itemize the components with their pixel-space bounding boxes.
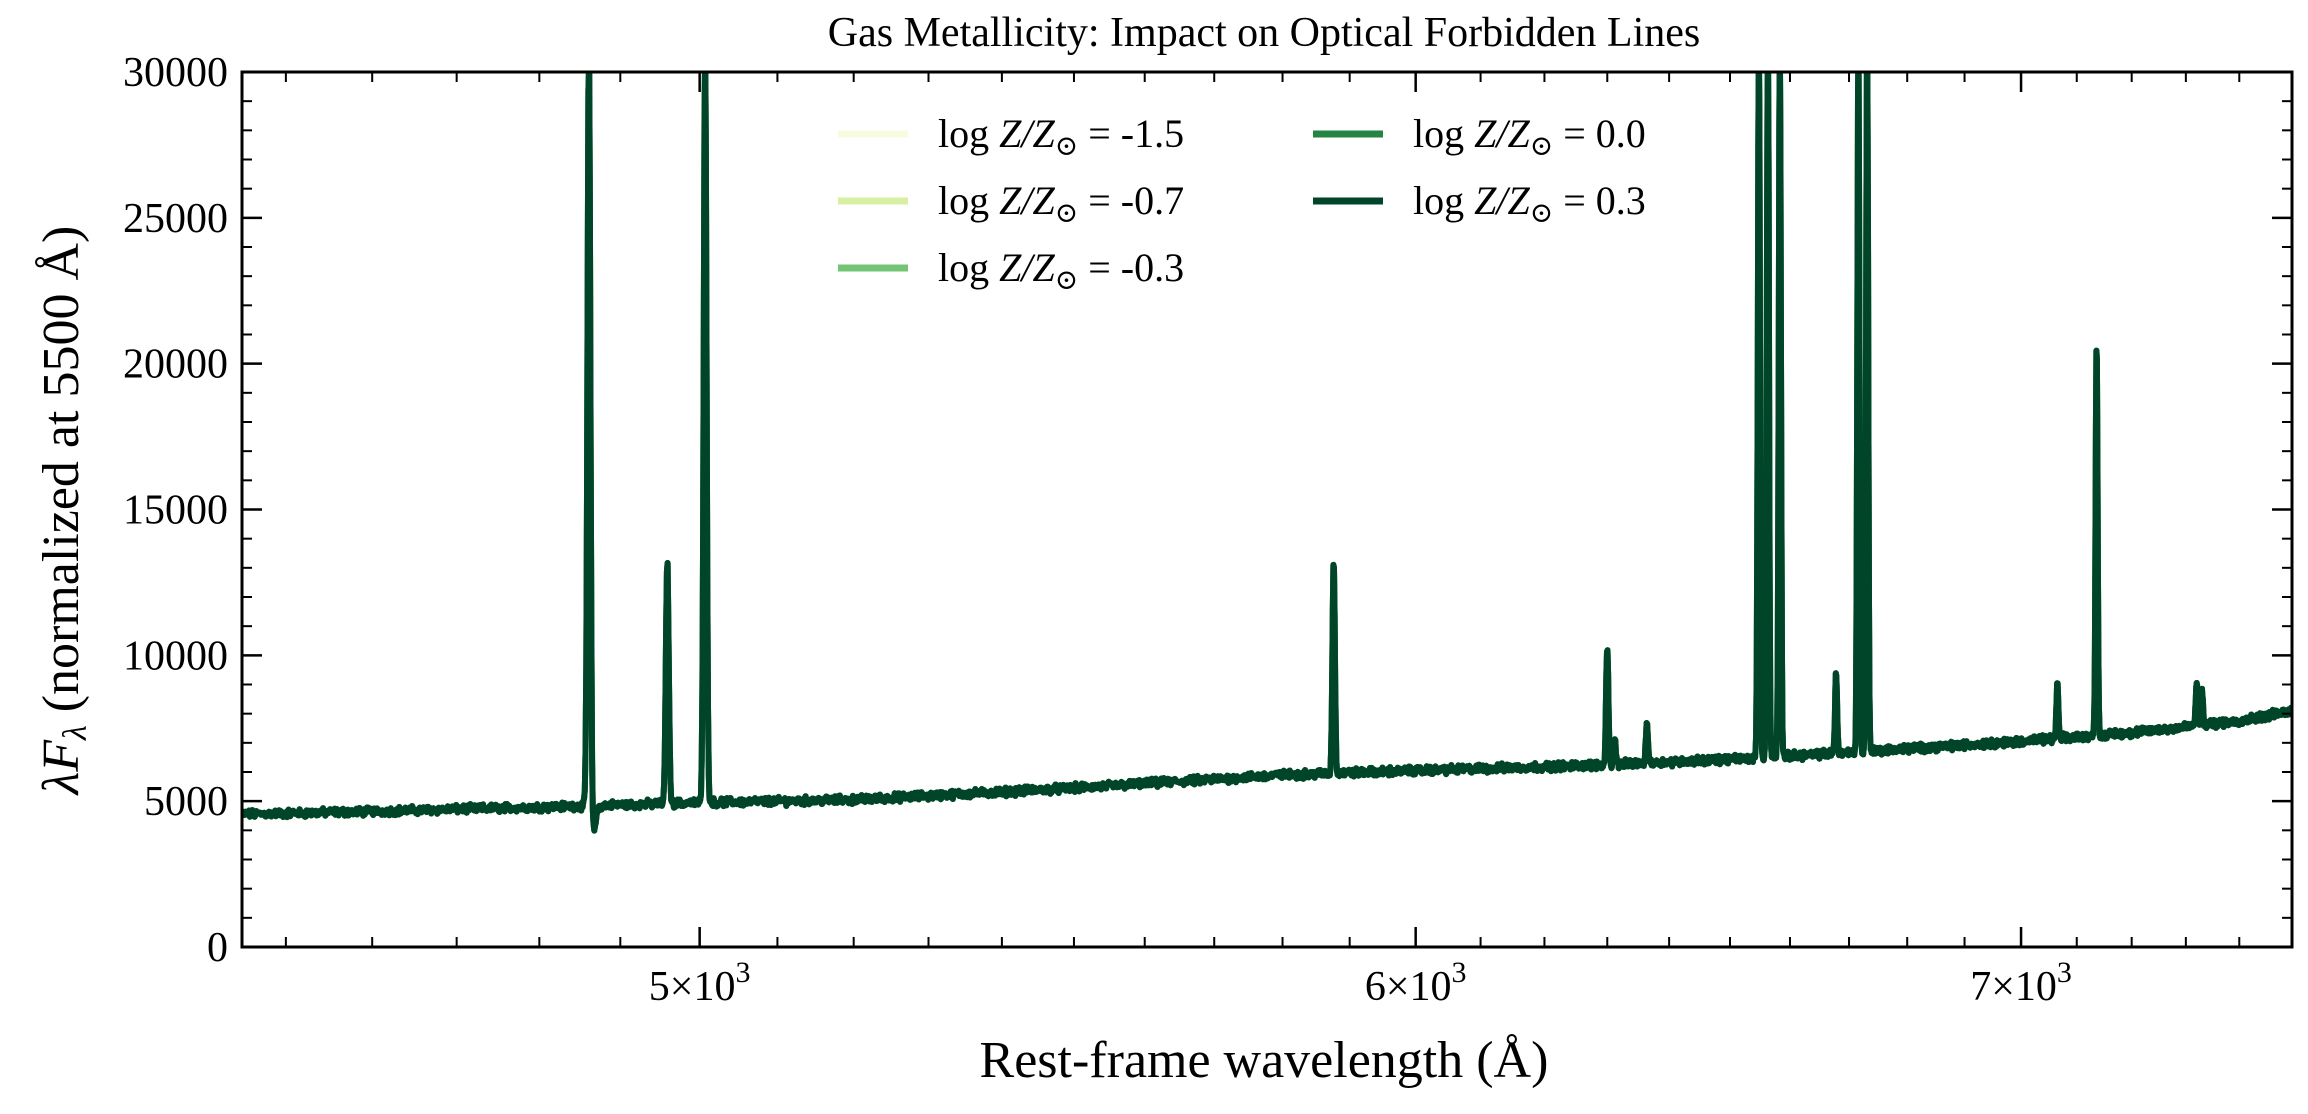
y-tick-label: 5000 [144,779,228,825]
y-label-sub: λ [57,725,94,741]
series-line-3 [242,72,2292,834]
legend-item: log Z/Z⊙ = -0.7 [838,178,1184,229]
legend-label: log Z/Z⊙ = -0.7 [938,178,1184,229]
legend-item: log Z/Z⊙ = 0.0 [1313,111,1646,162]
legend: log Z/Z⊙ = -1.5 log Z/Z⊙ = -0.7 log Z/Z⊙ =… [838,111,1646,296]
series-line-2 [242,72,2292,834]
x-tick-label: 5×103 [649,956,751,1010]
legend-label: log Z/Z⊙ = 0.3 [1413,178,1646,229]
series-group [242,72,2292,834]
series-line-4 [242,72,2292,834]
legend-label: log Z/Z⊙ = -0.3 [938,245,1184,296]
y-tick-label: 20000 [123,342,228,388]
y-label-lambda: λ [33,772,90,797]
x-axis-label: Rest-frame wavelength (Å) [980,1032,1549,1089]
y-tick-label: 10000 [123,633,228,679]
y-tick-label: 25000 [123,196,228,242]
legend-item: log Z/Z⊙ = 0.3 [1313,178,1646,229]
series-line-0 [242,72,2292,834]
x-tick-label: 6×103 [1365,956,1467,1010]
y-label-f: F [33,739,90,773]
y-axis: 0 5000 10000 15000 20000 25000 30000 [123,50,2292,971]
legend-label: log Z/Z⊙ = 0.0 [1413,111,1646,162]
legend-item: log Z/Z⊙ = -1.5 [838,111,1184,162]
plot-frame [240,70,2294,949]
x-axis: 5×103 6×103 7×103 [284,72,2293,1010]
legend-label: log Z/Z⊙ = -1.5 [938,111,1184,162]
x-tick-label: 7×103 [1970,956,2072,1010]
y-tick-label: 15000 [123,488,228,534]
legend-item: log Z/Z⊙ = -0.3 [838,245,1184,296]
series-line-1 [242,72,2292,834]
y-axis-label: λFλ (normalized at 5500 Å) [33,226,94,797]
plot-area [242,72,2292,834]
y-tick-label: 30000 [123,50,228,96]
chart-title: Gas Metallicity: Impact on Optical Forbi… [828,10,1700,56]
y-label-rest: (normalized at 5500 Å) [33,226,90,726]
y-tick-label: 0 [207,925,228,971]
